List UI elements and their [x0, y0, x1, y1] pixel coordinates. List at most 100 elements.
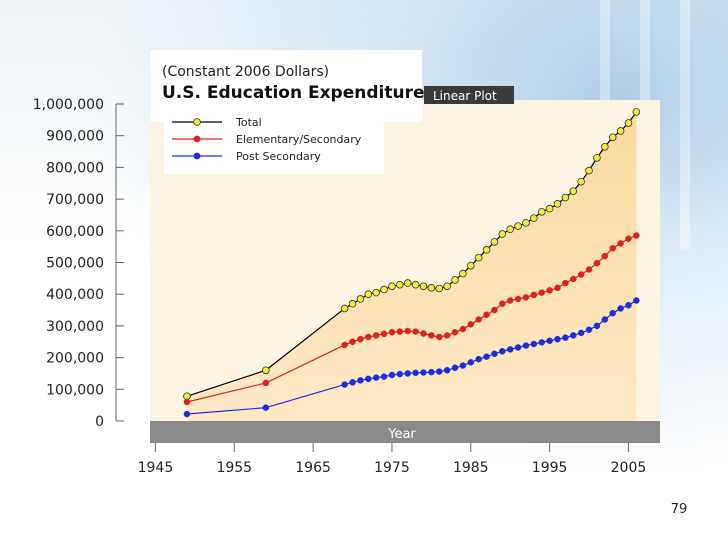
y-tick-label: 800,000 [46, 160, 104, 176]
y-tick-label: 200,000 [46, 351, 104, 367]
data-point-total [388, 282, 396, 291]
data-point-elementary-secondary [396, 328, 404, 335]
x-axis-bar [150, 421, 660, 443]
y-tick-label: 500,000 [46, 256, 104, 272]
data-point-elementary-secondary [499, 300, 506, 307]
data-point-elementary-secondary [404, 327, 411, 335]
data-point-elementary-secondary [562, 279, 569, 287]
data-point-post-secondary [380, 373, 388, 380]
linear-plot-badge [424, 86, 514, 104]
x-tick-label: 1985 [453, 460, 489, 476]
data-point-elementary-secondary [183, 398, 191, 406]
legend-label-post-secondary: Post Secondary [236, 150, 321, 163]
data-point-post-secondary [601, 316, 609, 323]
y-tick-label: 1,000,000 [33, 97, 104, 113]
data-point-total [348, 299, 357, 308]
data-point-post-secondary [404, 370, 411, 377]
data-point-post-secondary [570, 332, 577, 339]
data-point-elementary-secondary [625, 235, 632, 242]
data-point-total [569, 187, 578, 195]
data-point-total [490, 238, 499, 246]
data-point-post-secondary [562, 334, 569, 341]
data-point-post-secondary [483, 353, 490, 360]
data-point-total [364, 290, 373, 299]
data-point-elementary-secondary [459, 325, 467, 333]
data-point-post-secondary [522, 342, 530, 349]
data-point-elementary-secondary [372, 332, 380, 339]
legend-label-total: Total [235, 116, 262, 129]
data-point-post-secondary [467, 359, 475, 366]
data-point-elementary-secondary [467, 321, 475, 328]
data-point-elementary-secondary [420, 330, 427, 337]
data-point-elementary-secondary [585, 266, 593, 273]
data-point-post-secondary [365, 375, 372, 383]
chart-title: U.S. Education Expenditure [162, 83, 425, 103]
data-point-total [482, 246, 491, 254]
data-point-post-secondary [428, 368, 435, 376]
data-point-total [403, 279, 412, 287]
data-point-elementary-secondary [491, 306, 498, 314]
data-point-elementary-secondary [428, 332, 435, 339]
data-point-post-secondary [372, 374, 380, 381]
data-point-total [356, 295, 365, 303]
data-point-elementary-secondary [443, 332, 451, 339]
legend-marker-elementary-secondary [193, 135, 201, 143]
data-point-post-secondary [538, 339, 545, 346]
data-point-total [396, 280, 404, 289]
data-point-elementary-secondary [412, 328, 419, 335]
data-point-elementary-secondary [341, 341, 348, 349]
data-point-elementary-secondary [357, 335, 364, 343]
data-point-post-secondary [593, 322, 601, 330]
data-point-post-secondary [262, 404, 270, 411]
slide-number: 79 [670, 502, 688, 517]
legend-marker-post-secondary [193, 152, 201, 160]
data-point-total [545, 204, 554, 213]
data-point-post-secondary [412, 369, 419, 377]
data-point-total [561, 193, 570, 202]
data-point-total [514, 222, 522, 230]
data-point-total [427, 284, 436, 292]
data-point-post-secondary [435, 368, 443, 375]
data-point-elementary-secondary [262, 379, 270, 387]
data-point-total [585, 166, 593, 175]
data-point-post-secondary [499, 348, 506, 355]
data-point-elementary-secondary [570, 275, 577, 283]
data-point-post-secondary [491, 350, 498, 358]
data-point-elementary-secondary [530, 291, 538, 299]
data-point-elementary-secondary [435, 333, 443, 341]
data-point-post-secondary [577, 329, 585, 337]
data-point-total [372, 288, 380, 297]
data-point-total [506, 225, 515, 234]
legend-label-elementary-secondary: Elementary/Secondary [236, 133, 362, 146]
data-point-elementary-secondary [609, 244, 616, 252]
x-tick-label: 1955 [216, 460, 252, 476]
y-tick-label: 100,000 [46, 382, 104, 398]
y-tick-label: 400,000 [46, 287, 104, 303]
data-point-post-secondary [506, 346, 514, 353]
data-point-post-secondary [625, 302, 632, 309]
y-tick-label: 700,000 [46, 192, 104, 208]
data-point-post-secondary [420, 369, 427, 376]
linear-plot-badge-label: Linear Plot [433, 89, 497, 103]
data-point-elementary-secondary [388, 328, 396, 336]
data-point-elementary-secondary [546, 287, 553, 294]
x-tick-label: 1995 [532, 460, 568, 476]
data-point-elementary-secondary [475, 316, 482, 323]
data-point-total [466, 261, 475, 270]
data-point-post-secondary [609, 309, 616, 317]
data-point-total [553, 200, 562, 208]
data-point-post-secondary [554, 335, 561, 343]
data-point-total [498, 230, 507, 238]
legend-box [164, 108, 384, 174]
data-point-post-secondary [514, 344, 522, 351]
y-tick-label: 900,000 [46, 129, 104, 145]
data-point-total [632, 108, 641, 116]
data-point-total [624, 119, 633, 127]
data-point-total [608, 133, 617, 142]
data-point-post-secondary [443, 367, 451, 374]
x-tick-label: 2005 [611, 460, 647, 476]
data-point-post-secondary [396, 370, 404, 378]
data-point-post-secondary [459, 362, 467, 369]
data-point-elementary-secondary [451, 328, 459, 336]
